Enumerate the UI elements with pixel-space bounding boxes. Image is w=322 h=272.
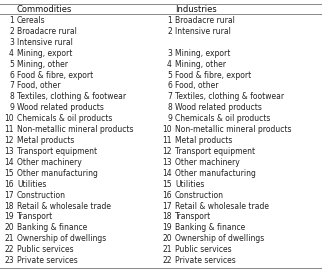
Text: 16: 16 xyxy=(162,191,172,200)
Text: Textiles, clothing & footwear: Textiles, clothing & footwear xyxy=(175,92,284,101)
Text: Private services: Private services xyxy=(175,256,236,265)
Text: 6: 6 xyxy=(9,70,14,80)
Text: Other machinery: Other machinery xyxy=(17,158,82,167)
Text: 3: 3 xyxy=(9,38,14,47)
Text: Other machinery: Other machinery xyxy=(175,158,240,167)
Text: Intensive rural: Intensive rural xyxy=(17,38,73,47)
Text: 3: 3 xyxy=(167,49,172,58)
Text: 18: 18 xyxy=(5,202,14,211)
Text: Cereals: Cereals xyxy=(17,16,46,25)
Text: Industries: Industries xyxy=(175,5,217,14)
Text: 13: 13 xyxy=(162,158,172,167)
Text: Wood related products: Wood related products xyxy=(175,103,262,112)
Text: Ownership of dwellings: Ownership of dwellings xyxy=(175,234,264,243)
Text: Transport equipment: Transport equipment xyxy=(17,147,97,156)
Text: Mining, export: Mining, export xyxy=(175,49,230,58)
Text: Food & fibre, export: Food & fibre, export xyxy=(175,70,251,80)
Text: 2: 2 xyxy=(9,27,14,36)
Text: 5: 5 xyxy=(167,70,172,80)
Text: 17: 17 xyxy=(5,191,14,200)
Text: Metal products: Metal products xyxy=(17,136,74,145)
Text: Ownership of dwellings: Ownership of dwellings xyxy=(17,234,106,243)
Text: Transport: Transport xyxy=(17,212,53,221)
Text: Mining, other: Mining, other xyxy=(17,60,68,69)
Text: Construction: Construction xyxy=(175,191,224,200)
Text: 15: 15 xyxy=(5,169,14,178)
Text: 4: 4 xyxy=(167,60,172,69)
Text: Other manufacturing: Other manufacturing xyxy=(175,169,256,178)
Text: Public services: Public services xyxy=(175,245,232,254)
Text: 5: 5 xyxy=(9,60,14,69)
Text: Food, other: Food, other xyxy=(17,82,61,91)
Text: 21: 21 xyxy=(5,234,14,243)
Text: 23: 23 xyxy=(5,256,14,265)
Text: Wood related products: Wood related products xyxy=(17,103,104,112)
Text: 20: 20 xyxy=(5,223,14,232)
Text: 11: 11 xyxy=(163,136,172,145)
Text: 10: 10 xyxy=(162,125,172,134)
Text: 17: 17 xyxy=(162,202,172,211)
Text: 4: 4 xyxy=(9,49,14,58)
Text: 16: 16 xyxy=(5,180,14,189)
Text: Private services: Private services xyxy=(17,256,78,265)
Text: 8: 8 xyxy=(9,92,14,101)
Text: Banking & finance: Banking & finance xyxy=(17,223,87,232)
Text: 12: 12 xyxy=(163,147,172,156)
Text: Transport equipment: Transport equipment xyxy=(175,147,255,156)
Text: Transport: Transport xyxy=(175,212,211,221)
Text: 11: 11 xyxy=(5,125,14,134)
Text: 1: 1 xyxy=(167,16,172,25)
Text: Public services: Public services xyxy=(17,245,74,254)
Text: 22: 22 xyxy=(163,256,172,265)
Text: Chemicals & oil products: Chemicals & oil products xyxy=(17,114,112,123)
Text: Non-metallic mineral products: Non-metallic mineral products xyxy=(17,125,134,134)
Text: 19: 19 xyxy=(5,212,14,221)
Text: Banking & finance: Banking & finance xyxy=(175,223,245,232)
Text: 18: 18 xyxy=(163,212,172,221)
Text: 21: 21 xyxy=(163,245,172,254)
Text: Intensive rural: Intensive rural xyxy=(175,27,231,36)
Text: 7: 7 xyxy=(167,92,172,101)
Text: Commodities: Commodities xyxy=(17,5,72,14)
Text: Chemicals & oil products: Chemicals & oil products xyxy=(175,114,270,123)
Text: 7: 7 xyxy=(9,82,14,91)
Text: 20: 20 xyxy=(162,234,172,243)
Text: Textiles, clothing & footwear: Textiles, clothing & footwear xyxy=(17,92,126,101)
Text: Broadacre rural: Broadacre rural xyxy=(175,16,235,25)
Text: Utilities: Utilities xyxy=(175,180,204,189)
Text: Non-metallic mineral products: Non-metallic mineral products xyxy=(175,125,291,134)
Text: Food, other: Food, other xyxy=(175,82,219,91)
Text: Retail & wholesale trade: Retail & wholesale trade xyxy=(175,202,269,211)
Text: Broadacre rural: Broadacre rural xyxy=(17,27,77,36)
Text: Retail & wholesale trade: Retail & wholesale trade xyxy=(17,202,111,211)
Text: 1: 1 xyxy=(9,16,14,25)
Text: Mining, export: Mining, export xyxy=(17,49,72,58)
Text: Construction: Construction xyxy=(17,191,66,200)
Text: Food & fibre, export: Food & fibre, export xyxy=(17,70,93,80)
Text: Mining, other: Mining, other xyxy=(175,60,226,69)
Text: Metal products: Metal products xyxy=(175,136,232,145)
Text: 6: 6 xyxy=(167,82,172,91)
Text: 9: 9 xyxy=(167,114,172,123)
Text: Other manufacturing: Other manufacturing xyxy=(17,169,98,178)
Text: 9: 9 xyxy=(9,103,14,112)
Text: Utilities: Utilities xyxy=(17,180,46,189)
Text: 19: 19 xyxy=(162,223,172,232)
Text: 12: 12 xyxy=(5,136,14,145)
Text: 10: 10 xyxy=(5,114,14,123)
Text: 14: 14 xyxy=(162,169,172,178)
Text: 15: 15 xyxy=(162,180,172,189)
Text: 2: 2 xyxy=(167,27,172,36)
Text: 14: 14 xyxy=(5,158,14,167)
Text: 13: 13 xyxy=(5,147,14,156)
Text: 8: 8 xyxy=(167,103,172,112)
Text: 22: 22 xyxy=(5,245,14,254)
